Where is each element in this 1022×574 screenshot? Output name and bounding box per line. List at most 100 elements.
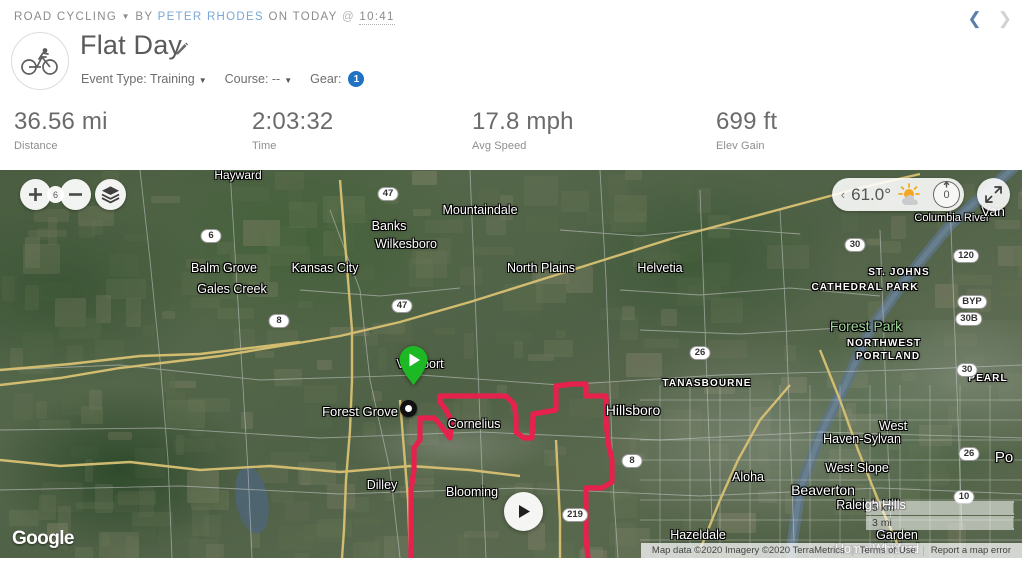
stat-value: 699 ft — [716, 108, 778, 135]
terrain-patch — [680, 172, 694, 202]
terrain-patch — [13, 393, 33, 420]
terrain-patch — [999, 372, 1022, 402]
pencil-icon[interactable] — [175, 42, 189, 56]
terrain-patch — [507, 187, 545, 204]
terrain-patch — [196, 472, 218, 486]
author-link[interactable]: PETER RHODES — [157, 11, 264, 23]
terrain-patch — [704, 387, 735, 394]
terrain-patch — [760, 469, 790, 477]
terrain-patch — [22, 331, 54, 358]
terrain-patch — [600, 307, 633, 321]
event-type-selector[interactable]: Event Type: Training ▼ — [81, 72, 207, 86]
highway-shield: 30 — [956, 363, 978, 377]
map-layers-button[interactable] — [95, 179, 126, 210]
play-button[interactable] — [504, 492, 543, 531]
activity-meta-text: ROAD CYCLING ▼ BY PETER RHODES ON TODAY … — [14, 11, 395, 25]
terrain-patch — [645, 253, 681, 267]
terrain-patch — [161, 310, 175, 320]
terrain-patch — [164, 372, 175, 395]
sport-type[interactable]: ROAD CYCLING — [14, 11, 118, 23]
terrain-patch — [298, 462, 337, 485]
terrain-patch — [888, 431, 899, 450]
terrain-patch — [709, 444, 730, 461]
zoom-level-indicator: 6 — [47, 186, 64, 203]
terrain-patch — [996, 279, 1015, 293]
terrain-patch — [479, 188, 500, 207]
map-attribution: Map data ©2020 Imagery ©2020 TerraMetric… — [640, 543, 1022, 558]
terrain-patch — [310, 442, 328, 456]
terrain-patch — [140, 556, 167, 558]
terrain-patch — [34, 209, 69, 223]
terrain-patch — [608, 174, 628, 201]
course-selector[interactable]: Course: -- ▼ — [225, 72, 293, 86]
chevron-down-icon: ▼ — [284, 75, 293, 85]
terrain-patch — [411, 171, 438, 186]
terrain-patch — [39, 494, 56, 521]
terrain-patch — [1018, 249, 1022, 277]
terrain-patch — [610, 210, 647, 232]
play-icon — [519, 505, 530, 518]
gear-count-badge: 1 — [348, 71, 365, 87]
sport-chevron-down-icon[interactable]: ▼ — [121, 12, 131, 21]
terrain-patch — [720, 358, 738, 383]
terrain-patch — [677, 276, 706, 306]
plus-icon — [29, 188, 42, 201]
terrain-patch — [94, 547, 110, 558]
activity-time[interactable]: 10:41 — [359, 11, 395, 25]
terrain-patch — [667, 531, 688, 538]
zoom-out-button[interactable] — [60, 179, 91, 210]
terrain-patch — [525, 216, 558, 233]
gear-selector[interactable]: Gear: 1 — [310, 71, 365, 87]
terrain-patch — [624, 170, 643, 180]
stat-label: Distance — [14, 140, 58, 152]
terrain-patch — [669, 240, 703, 262]
terrain-patch — [553, 445, 566, 455]
terrain-patch — [1000, 280, 1022, 296]
terrain-patch — [118, 491, 156, 506]
terrain-patch — [300, 466, 312, 486]
terrain-patch — [996, 232, 1020, 241]
terrain-patch — [187, 398, 230, 413]
terrain-patch — [528, 523, 546, 550]
highway-shield: 219 — [562, 508, 588, 522]
terrain-patch — [847, 286, 866, 295]
terrain-patch — [832, 409, 853, 418]
terrain-patch — [544, 340, 574, 358]
chevron-left-icon[interactable]: ❮ — [967, 9, 982, 28]
terrain-patch — [490, 484, 518, 495]
wind-indicator: 0 — [933, 181, 960, 208]
zoom-in-button[interactable] — [20, 179, 51, 210]
terrain-patch — [536, 555, 576, 558]
terrain-patch — [631, 397, 644, 409]
end-dot-icon[interactable] — [400, 400, 417, 417]
report-map-error-link[interactable]: Report a map error — [930, 545, 1011, 556]
stat-value: 36.56 mi — [14, 108, 108, 135]
terrain-patch — [920, 463, 947, 488]
terrain-patch — [266, 225, 307, 255]
route-map[interactable]: Hayward Mountaindale Banks Wilkesboro North … — [0, 170, 1022, 558]
terrain-patch — [784, 345, 796, 362]
terrain-patch — [435, 328, 455, 336]
terrain-patch — [76, 502, 116, 510]
start-play-pin-icon[interactable] — [398, 346, 429, 386]
terrain-patch — [955, 271, 978, 280]
terrain-patch — [54, 533, 68, 550]
terrain-patch — [944, 333, 978, 346]
terrain-patch — [131, 511, 173, 527]
terrain-patch — [34, 281, 72, 302]
highway-shield: 26 — [689, 346, 711, 360]
terrain-patch — [675, 412, 714, 438]
terrain-patch — [158, 268, 173, 276]
terrain-patch — [108, 253, 139, 277]
map-fullscreen-button[interactable] — [977, 178, 1010, 211]
terrain-patch — [316, 359, 332, 371]
terrain-patch — [770, 482, 797, 506]
terrain-patch — [206, 544, 225, 558]
weather-prev-chevron-icon[interactable]: ‹ — [840, 187, 846, 202]
terrain-patch — [54, 298, 86, 327]
chevron-right-icon[interactable]: ❯ — [997, 9, 1012, 28]
terrain-patch — [411, 237, 451, 264]
terms-of-use-link[interactable]: Terms of Use — [859, 545, 916, 556]
terrain-patch — [613, 195, 648, 223]
terrain-patch — [135, 189, 146, 215]
